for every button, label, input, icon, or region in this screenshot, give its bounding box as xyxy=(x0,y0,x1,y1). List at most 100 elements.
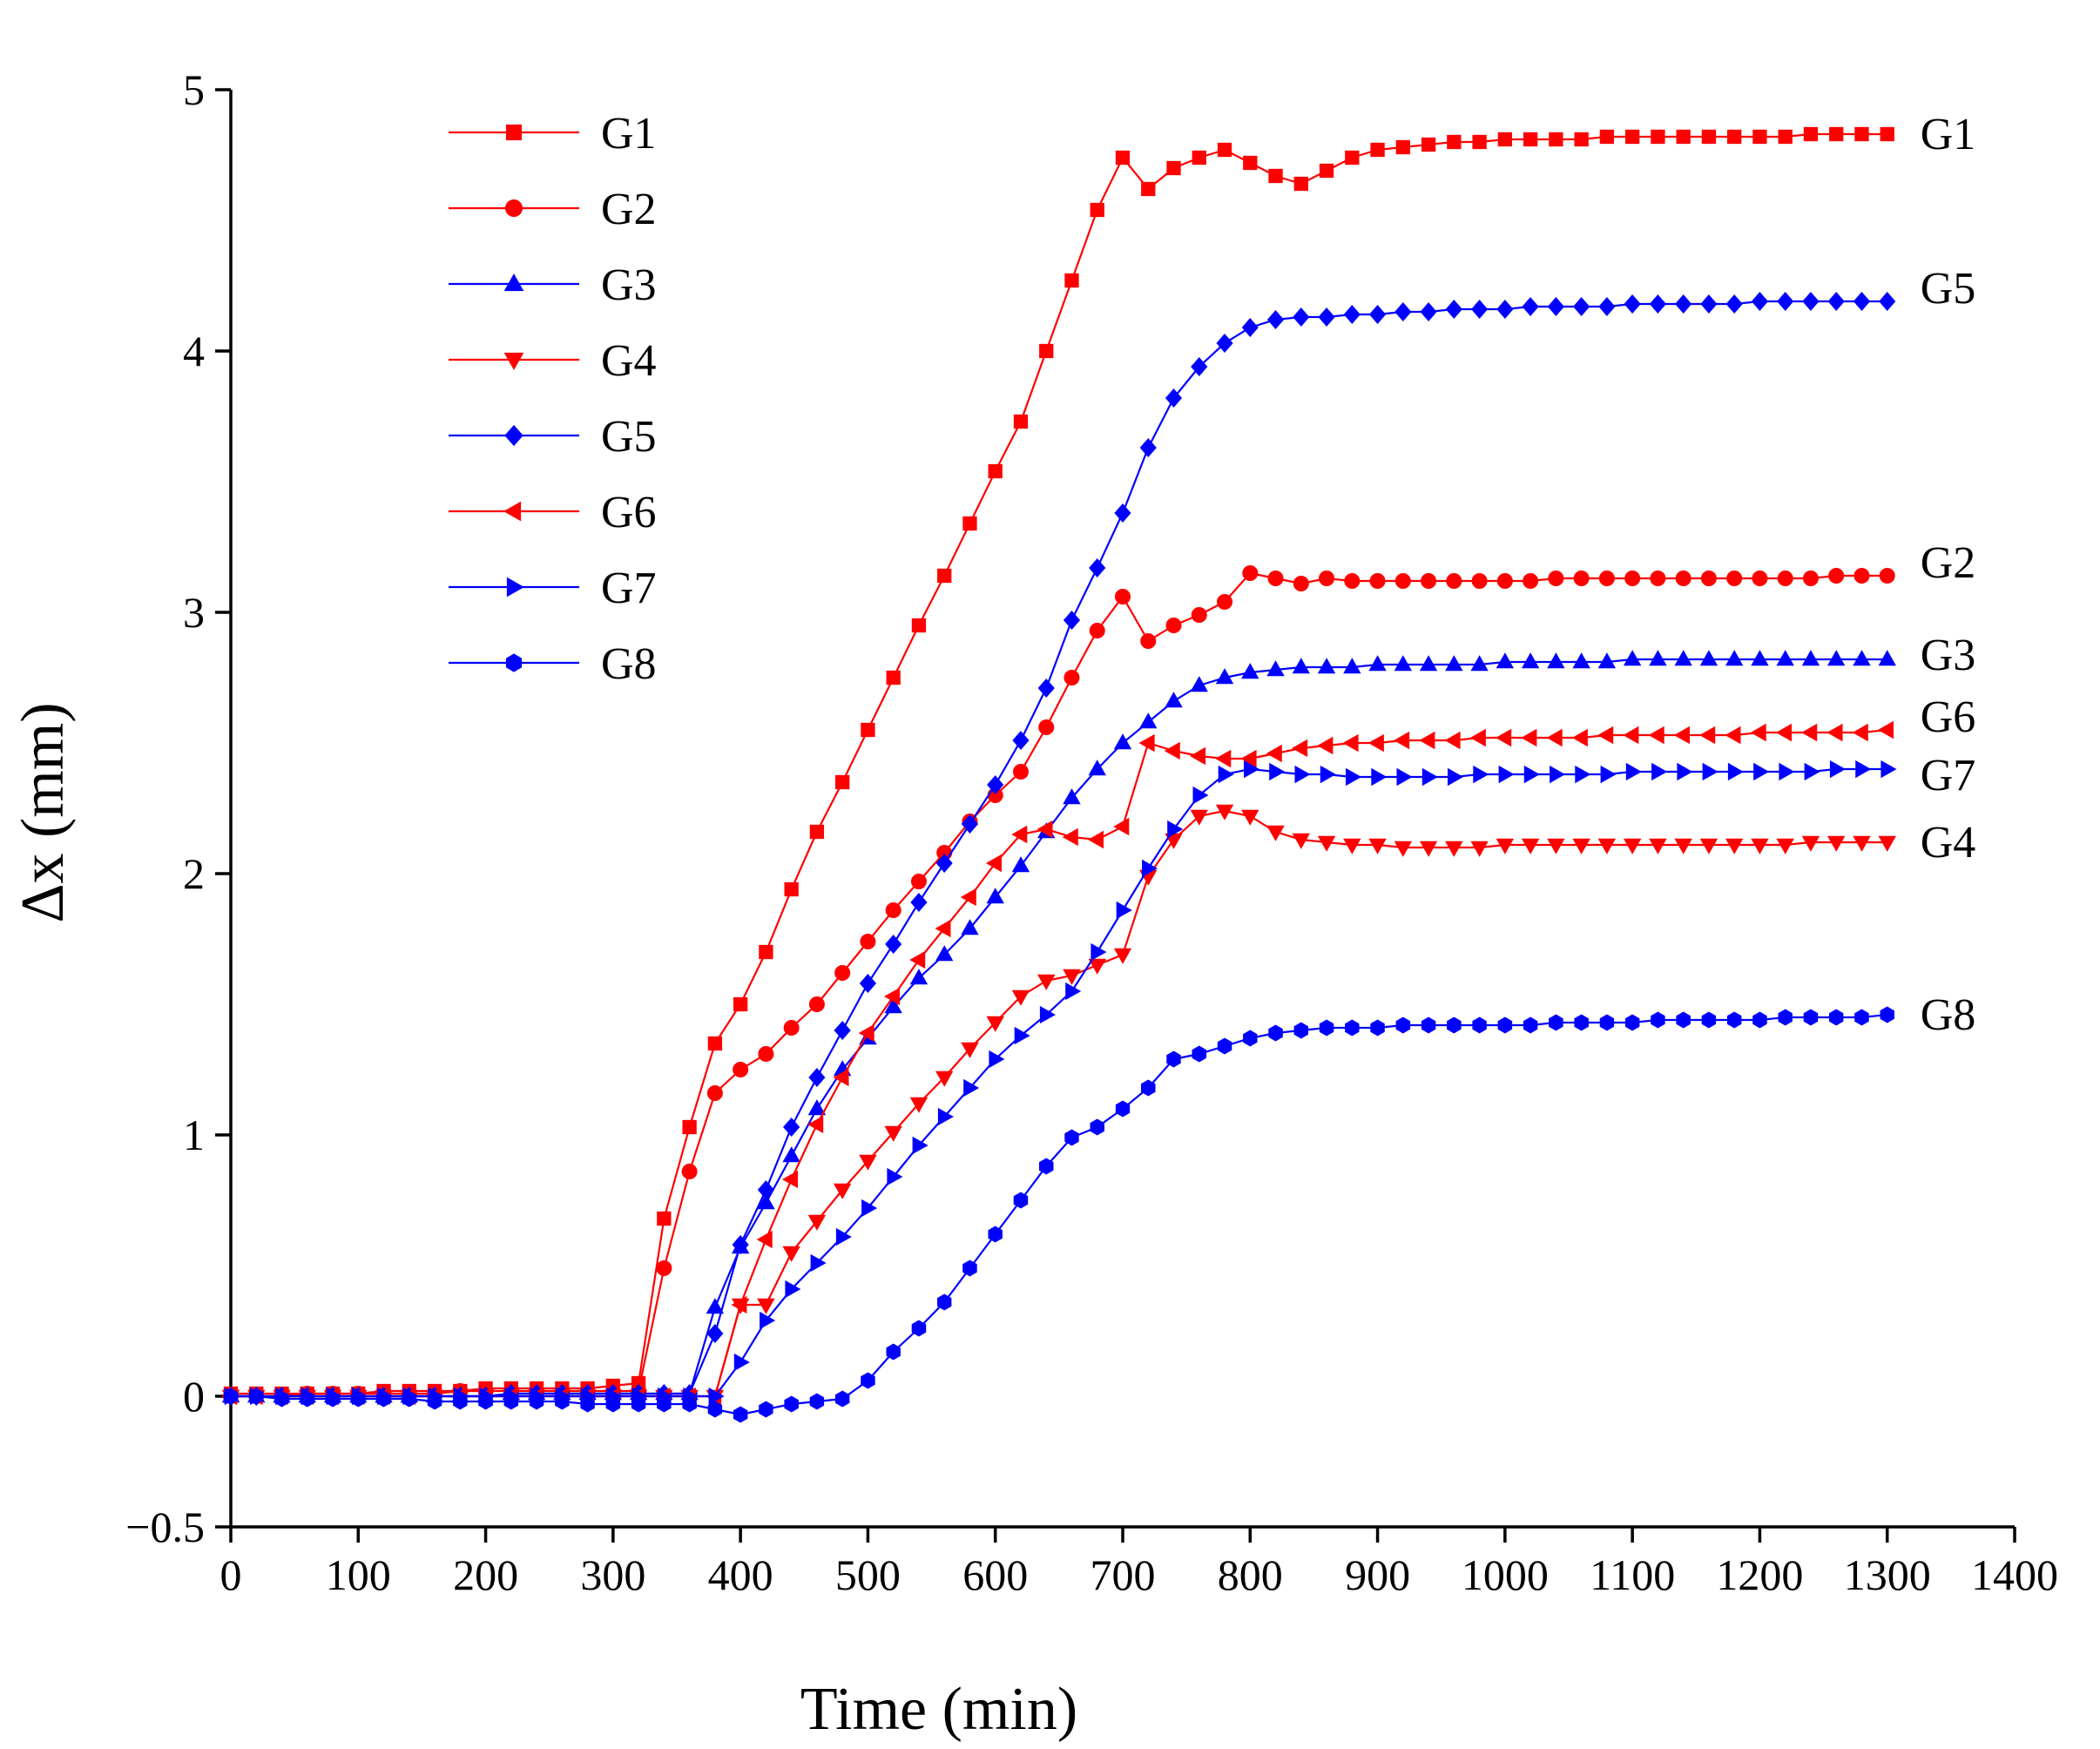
data-point xyxy=(887,1167,903,1186)
data-point xyxy=(1776,650,1794,666)
data-point xyxy=(783,1020,800,1036)
data-point xyxy=(1827,292,1845,311)
data-point xyxy=(835,1227,852,1246)
data-point xyxy=(1649,650,1667,666)
data-point xyxy=(807,1214,827,1231)
data-point xyxy=(1240,749,1257,768)
data-point xyxy=(1753,762,1770,781)
data-point xyxy=(758,1046,774,1062)
data-point xyxy=(1725,294,1743,314)
data-point xyxy=(1497,132,1513,147)
data-point xyxy=(1343,305,1361,324)
data-point xyxy=(1649,838,1667,854)
data-point xyxy=(1675,294,1692,314)
data-point xyxy=(1725,726,1741,745)
data-point xyxy=(987,775,1004,794)
data-point xyxy=(605,1395,621,1413)
data-point xyxy=(1114,503,1131,523)
data-point xyxy=(1546,728,1563,747)
data-point xyxy=(1751,650,1769,666)
data-point xyxy=(833,1068,849,1087)
data-point xyxy=(1345,150,1360,165)
data-point xyxy=(1600,765,1617,784)
data-point xyxy=(656,1260,672,1276)
data-point xyxy=(1241,663,1259,679)
series-g7 xyxy=(224,760,1897,1406)
data-point xyxy=(1651,762,1668,781)
data-point xyxy=(1166,160,1181,176)
data-point xyxy=(1879,568,1895,584)
data-point xyxy=(733,996,748,1012)
data-point xyxy=(912,1136,928,1155)
data-point xyxy=(1371,767,1388,787)
data-point xyxy=(1036,820,1053,839)
data-point xyxy=(1699,650,1718,666)
data-point xyxy=(1624,129,1640,145)
data-point xyxy=(834,1021,851,1040)
data-point xyxy=(1217,594,1233,610)
data-point xyxy=(937,568,952,584)
data-point xyxy=(961,1042,979,1058)
series-layer xyxy=(221,126,1897,1423)
data-point xyxy=(1242,565,1259,581)
data-point xyxy=(935,945,954,962)
data-point xyxy=(1192,786,1209,805)
data-point xyxy=(1012,764,1029,780)
data-point xyxy=(1624,1014,1640,1031)
data-point xyxy=(884,1125,902,1142)
data-point xyxy=(1779,762,1795,781)
data-point xyxy=(1164,741,1180,760)
data-point xyxy=(1243,1030,1258,1047)
data-point xyxy=(1521,652,1540,669)
data-point xyxy=(706,1324,724,1343)
data-point xyxy=(1573,571,1590,586)
data-point xyxy=(909,950,926,969)
y-tick-label: 5 xyxy=(183,65,205,114)
end-label-g5: G5 xyxy=(1921,264,1976,314)
data-point xyxy=(1751,838,1769,854)
data-point xyxy=(1699,838,1718,854)
data-point xyxy=(883,987,900,1006)
data-point xyxy=(1523,765,1540,784)
end-label-g2: G2 xyxy=(1921,538,1976,588)
legend-marker xyxy=(505,124,523,141)
data-point xyxy=(1801,650,1820,666)
data-point xyxy=(274,1390,289,1408)
data-point xyxy=(1623,650,1642,666)
data-point xyxy=(1878,650,1896,666)
data-point xyxy=(1342,733,1359,753)
data-point xyxy=(986,888,1004,904)
x-axis-title: Time (min) xyxy=(800,1676,1077,1743)
data-point xyxy=(937,1107,955,1126)
data-point xyxy=(733,1406,748,1423)
data-point xyxy=(1777,292,1794,311)
y-tick-label: 0 xyxy=(183,1372,205,1421)
series-line-g3 xyxy=(231,658,1887,1398)
data-point xyxy=(1624,571,1641,586)
data-point xyxy=(1853,292,1871,311)
data-point xyxy=(1470,655,1489,672)
data-point xyxy=(1445,300,1462,319)
legend-label: G1 xyxy=(601,109,657,159)
series-g5 xyxy=(222,292,1896,1406)
end-label-g6: G6 xyxy=(1921,692,1976,742)
data-point xyxy=(1523,132,1538,147)
data-point xyxy=(1855,760,1872,779)
data-point xyxy=(1065,982,1082,1001)
data-point xyxy=(1447,134,1462,150)
data-point xyxy=(1574,132,1589,147)
legend-marker xyxy=(504,424,523,447)
data-point xyxy=(1062,827,1078,847)
data-point xyxy=(1394,302,1412,321)
data-point xyxy=(1038,719,1055,735)
data-point xyxy=(1778,129,1793,145)
data-point xyxy=(1648,726,1664,745)
data-point xyxy=(1014,1026,1030,1045)
data-point xyxy=(1037,974,1056,990)
data-point xyxy=(1113,733,1132,750)
data-point xyxy=(707,1401,723,1418)
data-point xyxy=(1266,825,1285,841)
data-point xyxy=(835,774,850,790)
legend-item: G2 xyxy=(449,185,657,234)
data-point xyxy=(1597,726,1614,745)
